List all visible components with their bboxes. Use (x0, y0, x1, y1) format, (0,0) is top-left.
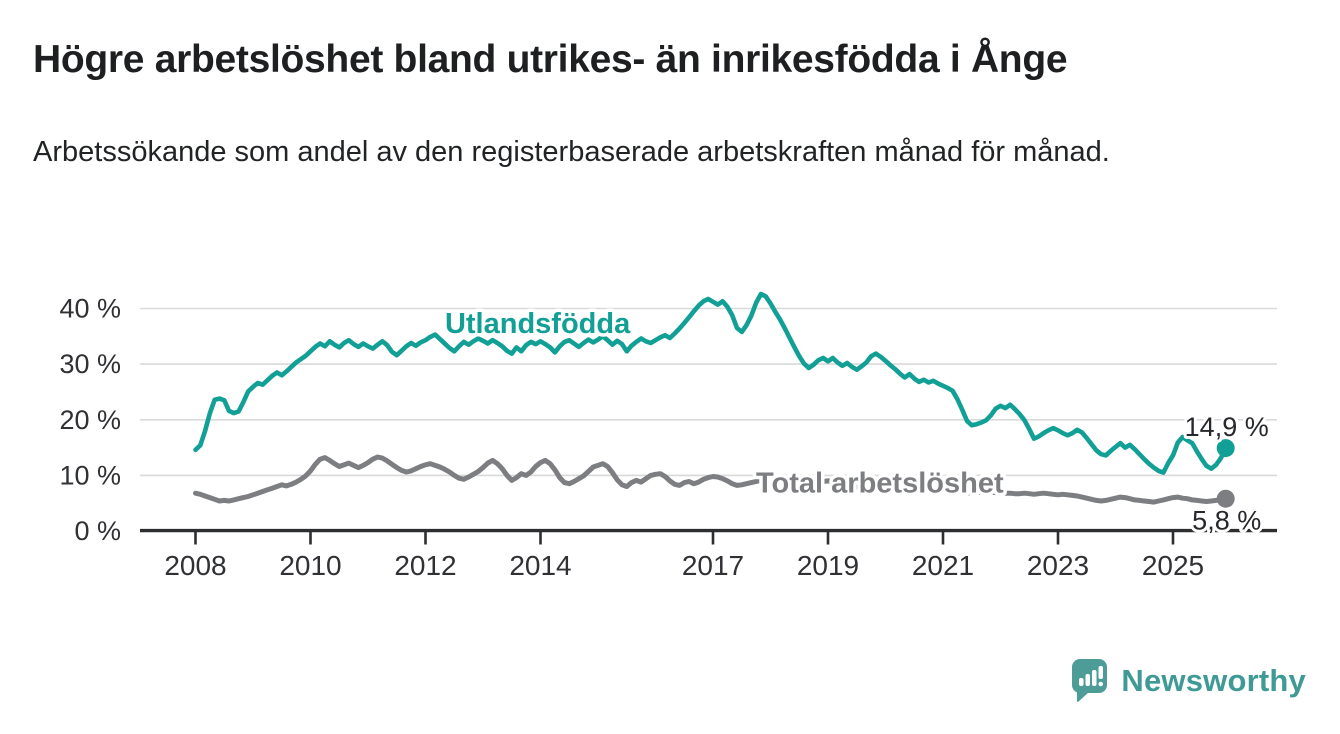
x-axis-label: 2008 (164, 550, 226, 581)
x-axis-label: 2019 (797, 550, 859, 581)
newsworthy-logo: Newsworthy (1071, 658, 1306, 704)
x-axis-label: 2010 (279, 550, 341, 581)
x-axis-label: 2012 (394, 550, 456, 581)
x-axis-label: 2017 (682, 550, 744, 581)
x-axis-label: 2025 (1142, 550, 1204, 581)
series-name-label: Utlandsfödda (445, 308, 631, 340)
y-axis-label: 40 % (59, 294, 121, 324)
page-title: Högre arbetslöshet bland utrikes- än inr… (33, 38, 1068, 81)
y-axis-label: 10 % (59, 460, 121, 490)
y-axis-label: 20 % (59, 405, 121, 435)
x-axis-label: 2023 (1027, 550, 1089, 581)
series-line-utlandsfodda (193, 291, 1228, 475)
newsworthy-bubble-chart-icon (1072, 659, 1108, 702)
series-line-total (193, 454, 1229, 505)
y-axis-label: 0 % (74, 516, 121, 546)
x-axis-label: 2014 (509, 550, 571, 581)
latest-point-marker (1216, 439, 1235, 458)
newsworthy-logo-text: Newsworthy (1121, 663, 1306, 698)
y-axis-label: 30 % (59, 349, 121, 379)
page-subtitle: Arbetssökande som andel av den registerb… (33, 136, 1110, 168)
x-axis-label: 2021 (912, 550, 974, 581)
latest-point-marker (1216, 489, 1235, 508)
latest-value-label: 14,9 % (1185, 412, 1269, 442)
latest-value-label: 5,8 % (1192, 506, 1261, 536)
series-name-label: Total arbetslöshet (756, 468, 1004, 500)
